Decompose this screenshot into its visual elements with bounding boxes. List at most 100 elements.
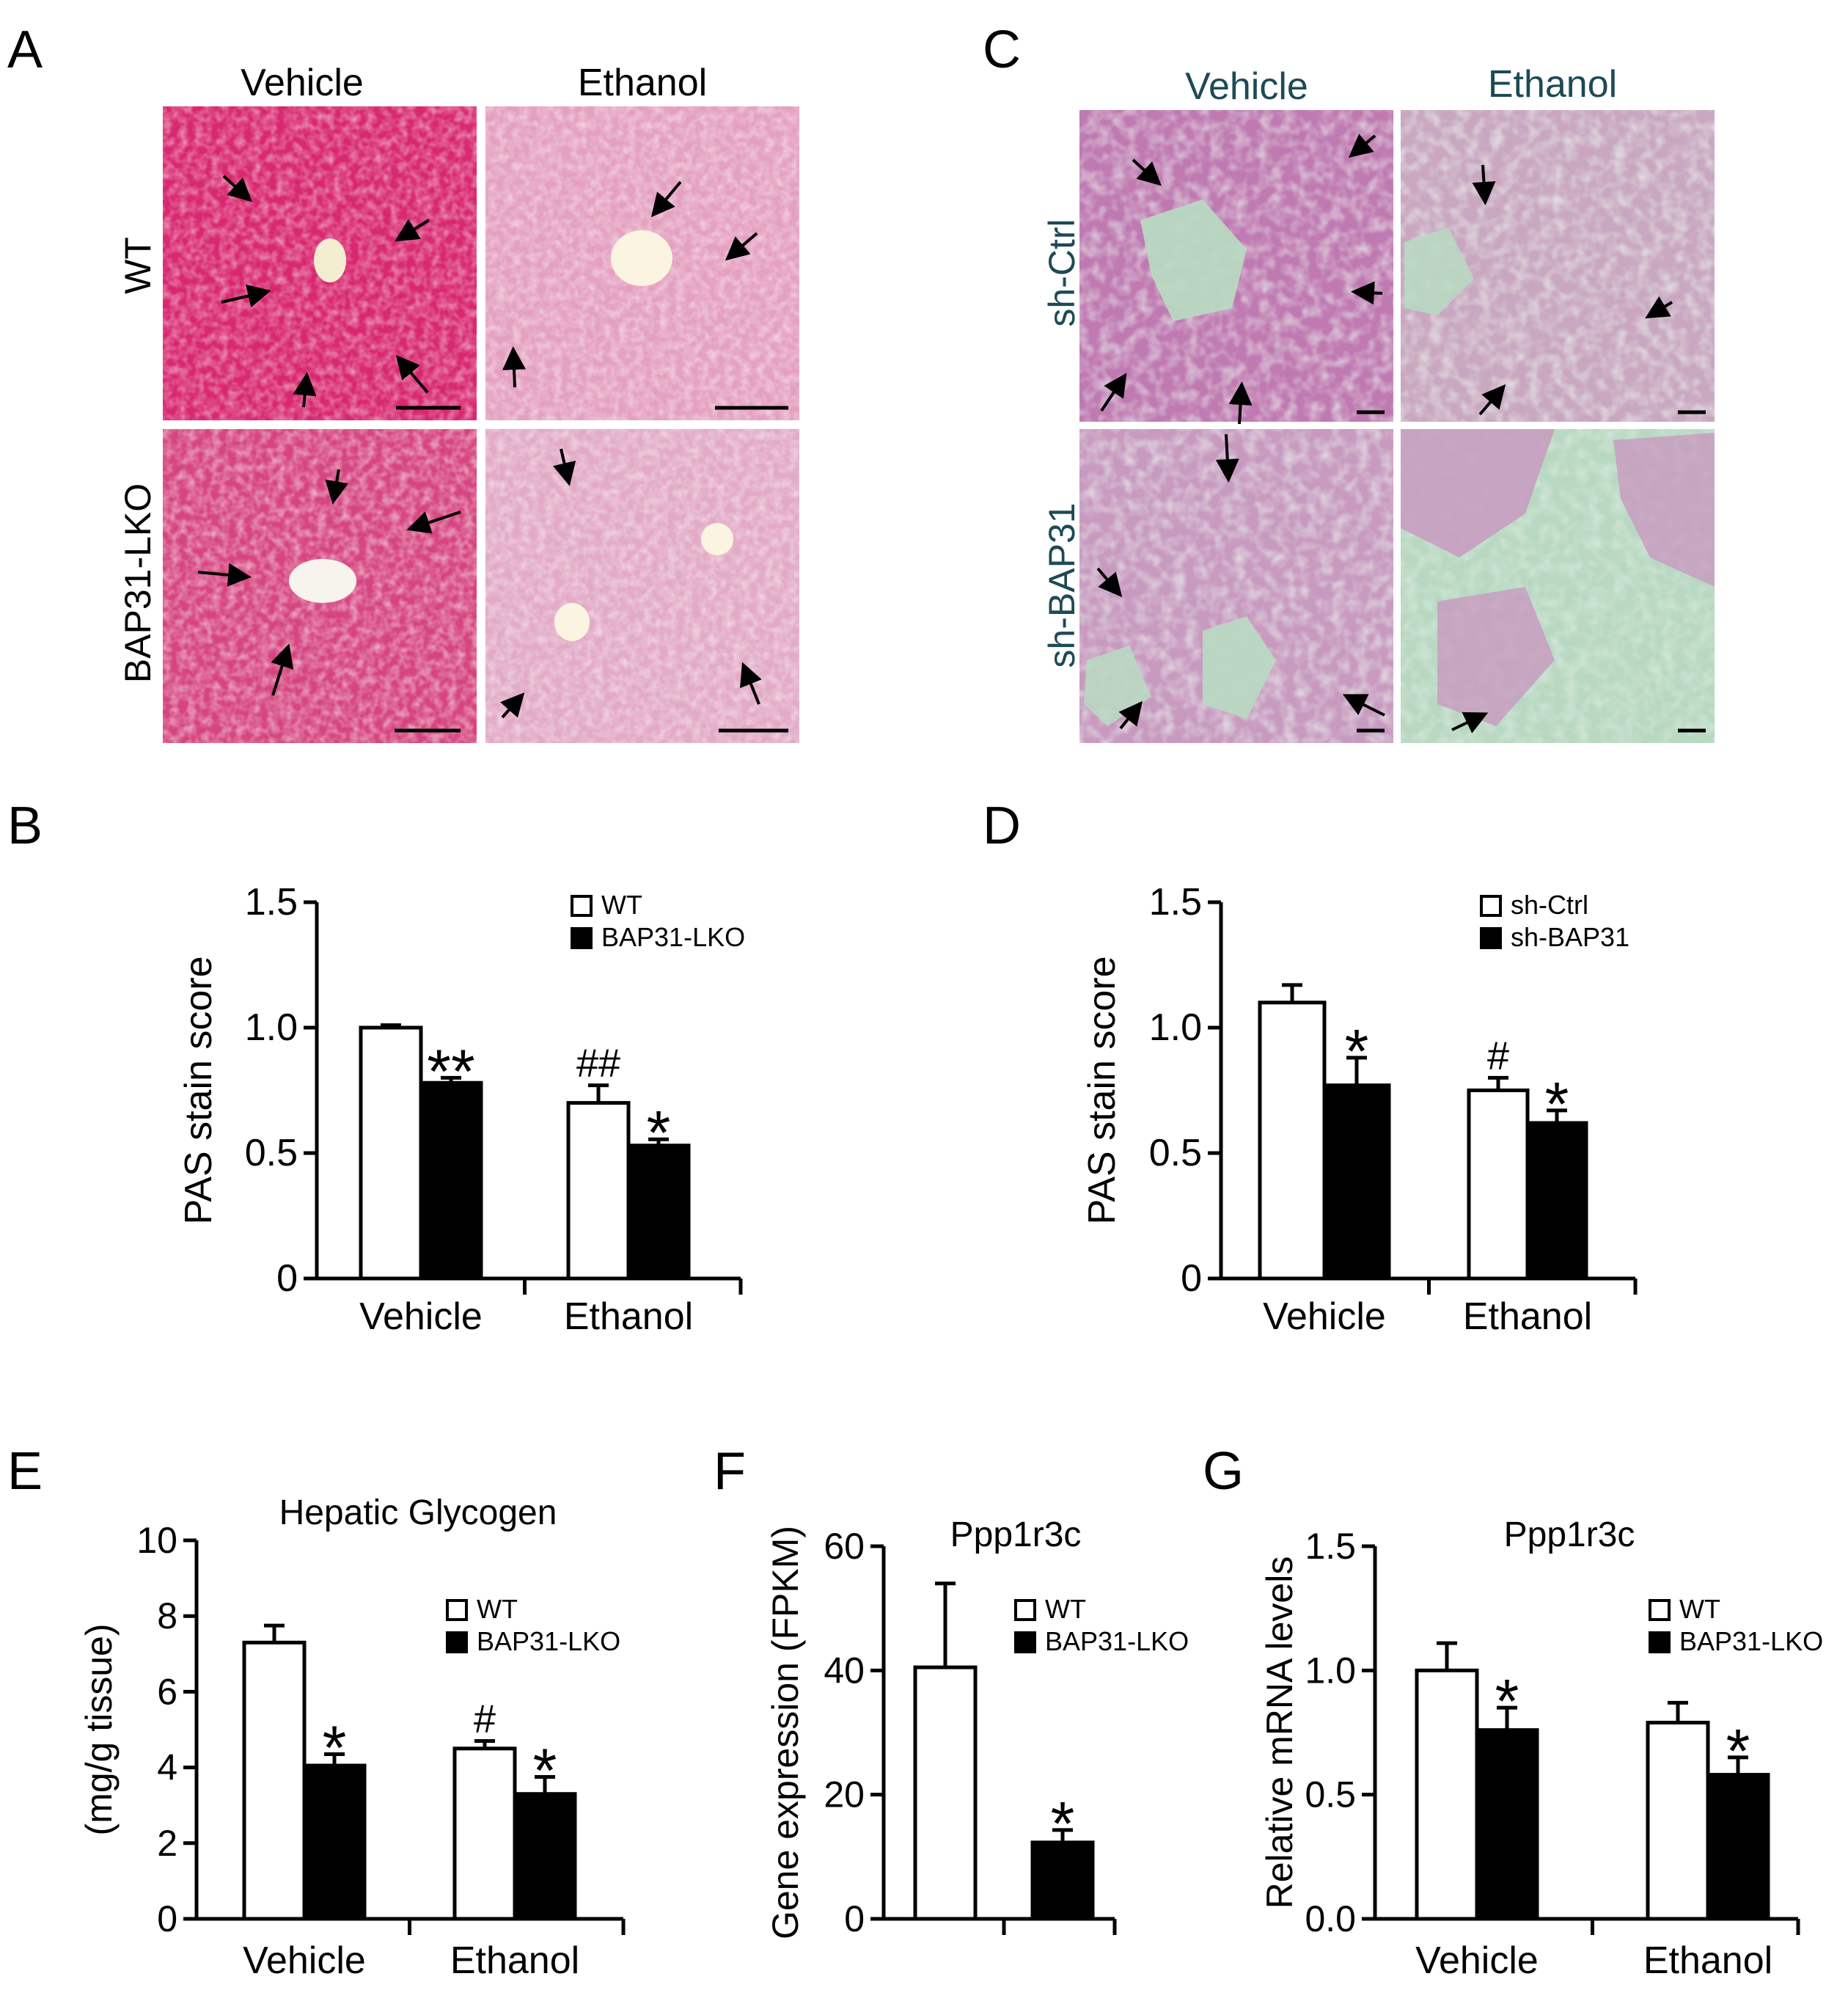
y-tick-label: 0 [157,1898,177,1939]
bar-d-0-1 [1322,1083,1391,1281]
legend-label: BAP31-LKO [1679,1626,1823,1656]
panel-c-row-sh-ctrl: sh-Ctrl [1041,219,1082,326]
significance-mark: * [1495,1667,1519,1735]
arrow-icon [406,511,461,534]
arrow-icon [1096,567,1123,598]
bar-g-0-1 [1475,1728,1539,1921]
y-axis-label: Gene expression (FPKM) [765,1526,806,1939]
legend-label: BAP31-LKO [1045,1626,1189,1656]
panel-letter: E [7,1442,43,1501]
arrow-icon [1132,158,1162,186]
chart-e: E Hepatic Glycogen (mg/g tissue) 0 2 4 6 8 10 Veh… [7,1442,626,1982]
panel-a-row-bap31-lko: BAP31-LKO [117,483,158,683]
micrograph-c-ctrl-ethanol [1401,110,1715,422]
arrow-icon [1348,133,1376,158]
micrograph-a-wt-ethanol [485,106,799,420]
legend-swatch [1480,895,1502,917]
bar-e-0-1 [302,1763,367,1921]
micrograph-c-bap31-vehicle [1079,429,1393,743]
arrow-icon [725,232,758,261]
arrow-icon [500,692,525,719]
y-tick-label: 1.0 [1149,1006,1202,1049]
arrow-icon [740,662,762,705]
significance-mark: # [1487,1034,1509,1078]
arrow-icon [552,448,576,486]
x-tick-label: Vehicle [359,1295,483,1338]
legend-label: sh-Ctrl [1511,890,1588,920]
arrow-icon [325,469,348,505]
arrow-icon [395,354,429,394]
panel-c-letter: C [983,21,1021,79]
micrograph-c-ctrl-vehicle [1079,110,1393,422]
significance-mark: ** [427,1036,474,1105]
x-tick-label: Vehicle [243,1939,366,1982]
bar-d-0-0 [1258,1001,1327,1281]
legend-label: WT [601,890,642,920]
y-tick-label: 0 [1181,1257,1202,1300]
panel-c-row-sh-bap31: sh-BAP31 [1041,502,1082,667]
bar-d-1-0 [1467,1089,1530,1281]
legend-swatch [571,895,593,917]
chart-title: Ppp1r3c [950,1515,1082,1554]
bar-b-1-1 [626,1144,691,1281]
x-tick-label: Ethanol [564,1295,693,1338]
significance-mark: ## [576,1042,620,1086]
arrow-icon [1472,164,1496,205]
y-tick-label: 4 [157,1747,177,1788]
significance-mark: * [1051,1789,1075,1858]
chart-f: F Ppp1r3c Gene expression (FPKM) 0 20 40 60 * WT… [714,1442,1189,1939]
significance-mark: * [323,1713,347,1782]
bar-g-1-1 [1706,1773,1770,1921]
arrow-icon [650,180,682,218]
panel-a-col-ethanol: Ethanol [578,62,707,104]
panel-c-col-vehicle: Vehicle [1185,65,1308,108]
arrow-icon [1100,373,1127,412]
chart-title: Hepatic Glycogen [279,1493,557,1532]
legend-swatch [1649,1631,1671,1653]
x-tick-label: Ethanol [1463,1295,1592,1338]
bar-f-0-1 [1030,1840,1095,1921]
micrograph-c-bap31-ethanol [1401,429,1715,743]
bar-e-1-1 [513,1792,577,1921]
panel-c-col-ethanol: Ethanol [1488,63,1617,106]
arrow-icon [1118,700,1143,730]
arrow-icon [1478,384,1506,416]
legend-label: WT [477,1594,518,1624]
significance-mark: * [1545,1069,1569,1138]
legend-swatch [446,1599,468,1621]
panel-c: C Vehicle Ethanol sh-Ctrl sh-BAP31 [983,21,1715,743]
micrograph-a-lko-vehicle [163,429,477,743]
y-tick-label: 1.0 [245,1006,298,1049]
legend-swatch [571,927,593,949]
y-tick-label: 8 [157,1595,177,1636]
arrow-icon [1645,296,1673,319]
arrow-icon [1451,712,1489,734]
bar-f-0-0 [913,1665,978,1921]
bar-b-0-0 [359,1025,423,1281]
y-tick-label: 2 [157,1823,177,1864]
arrow-icon [222,175,252,202]
y-axis-label: (mg/g tissue) [78,1624,120,1836]
y-tick-label: 40 [824,1650,865,1691]
x-tick-label: Vehicle [1263,1295,1386,1338]
arrow-icon [1342,694,1385,717]
y-tick-label: 1.5 [1149,881,1202,923]
bar-e-0-0 [242,1640,307,1921]
significance-mark: * [1345,1017,1369,1086]
y-tick-label: 1.5 [245,881,298,923]
y-tick-label: 0 [276,1257,298,1300]
y-tick-label: 1.0 [1305,1650,1356,1691]
x-tick-label: Ethanol [450,1939,579,1982]
arrow-icon [221,284,271,308]
panel-letter: D [983,797,1021,855]
arrows-a [197,175,762,719]
bar-d-1-1 [1525,1121,1588,1281]
bar-g-1-0 [1646,1720,1710,1921]
bar-b-1-0 [566,1101,631,1281]
y-tick-label: 0.5 [245,1132,298,1174]
y-tick-label: 0.5 [1305,1774,1356,1815]
bar-g-0-0 [1415,1668,1479,1921]
y-tick-label: 20 [824,1774,865,1815]
y-tick-label: 1.5 [1305,1526,1356,1567]
micrograph-a-lko-ethanol [485,429,799,743]
